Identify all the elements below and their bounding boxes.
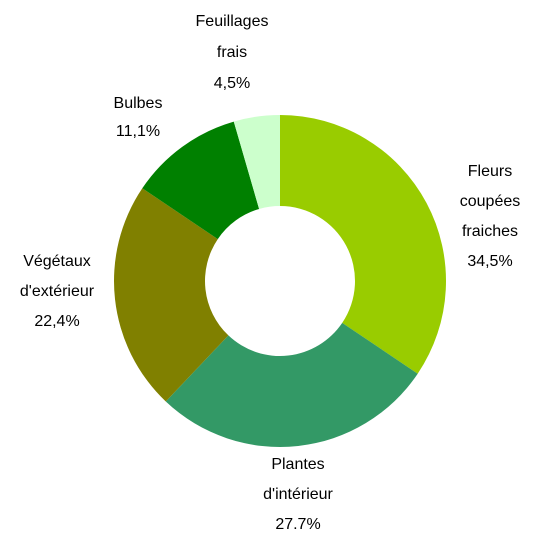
value-label: 11,1% bbox=[115, 123, 161, 140]
value-label: 27.7% bbox=[275, 516, 321, 533]
category-label: Fleurs coupées fraiches bbox=[459, 163, 521, 240]
value-label: 22,4% bbox=[34, 313, 80, 330]
donut-slice bbox=[233, 115, 280, 209]
value-label: 34,5% bbox=[467, 253, 513, 270]
donut-slice bbox=[165, 322, 418, 447]
donut-slice bbox=[280, 115, 446, 374]
donut-slice bbox=[113, 188, 229, 402]
category-label: Plantes d'intérieur bbox=[263, 456, 333, 503]
donut-slice bbox=[142, 121, 260, 240]
category-label: Végétaux d'extérieur bbox=[19, 253, 95, 300]
slice-label: Végétaux d'extérieur 22,4% bbox=[5, 247, 109, 337]
slice-label: Bulbes 11,1% bbox=[98, 90, 178, 146]
slice-label: Feuillages frais 4,5% bbox=[187, 6, 277, 99]
category-label: Feuillages frais bbox=[195, 13, 269, 61]
category-label: Bulbes bbox=[113, 95, 163, 112]
slice-label: Fleurs coupées fraiches 34,5% bbox=[445, 157, 535, 277]
slice-label: Plantes d'intérieur 27.7% bbox=[248, 450, 348, 540]
value-label: 4,5% bbox=[213, 75, 251, 92]
